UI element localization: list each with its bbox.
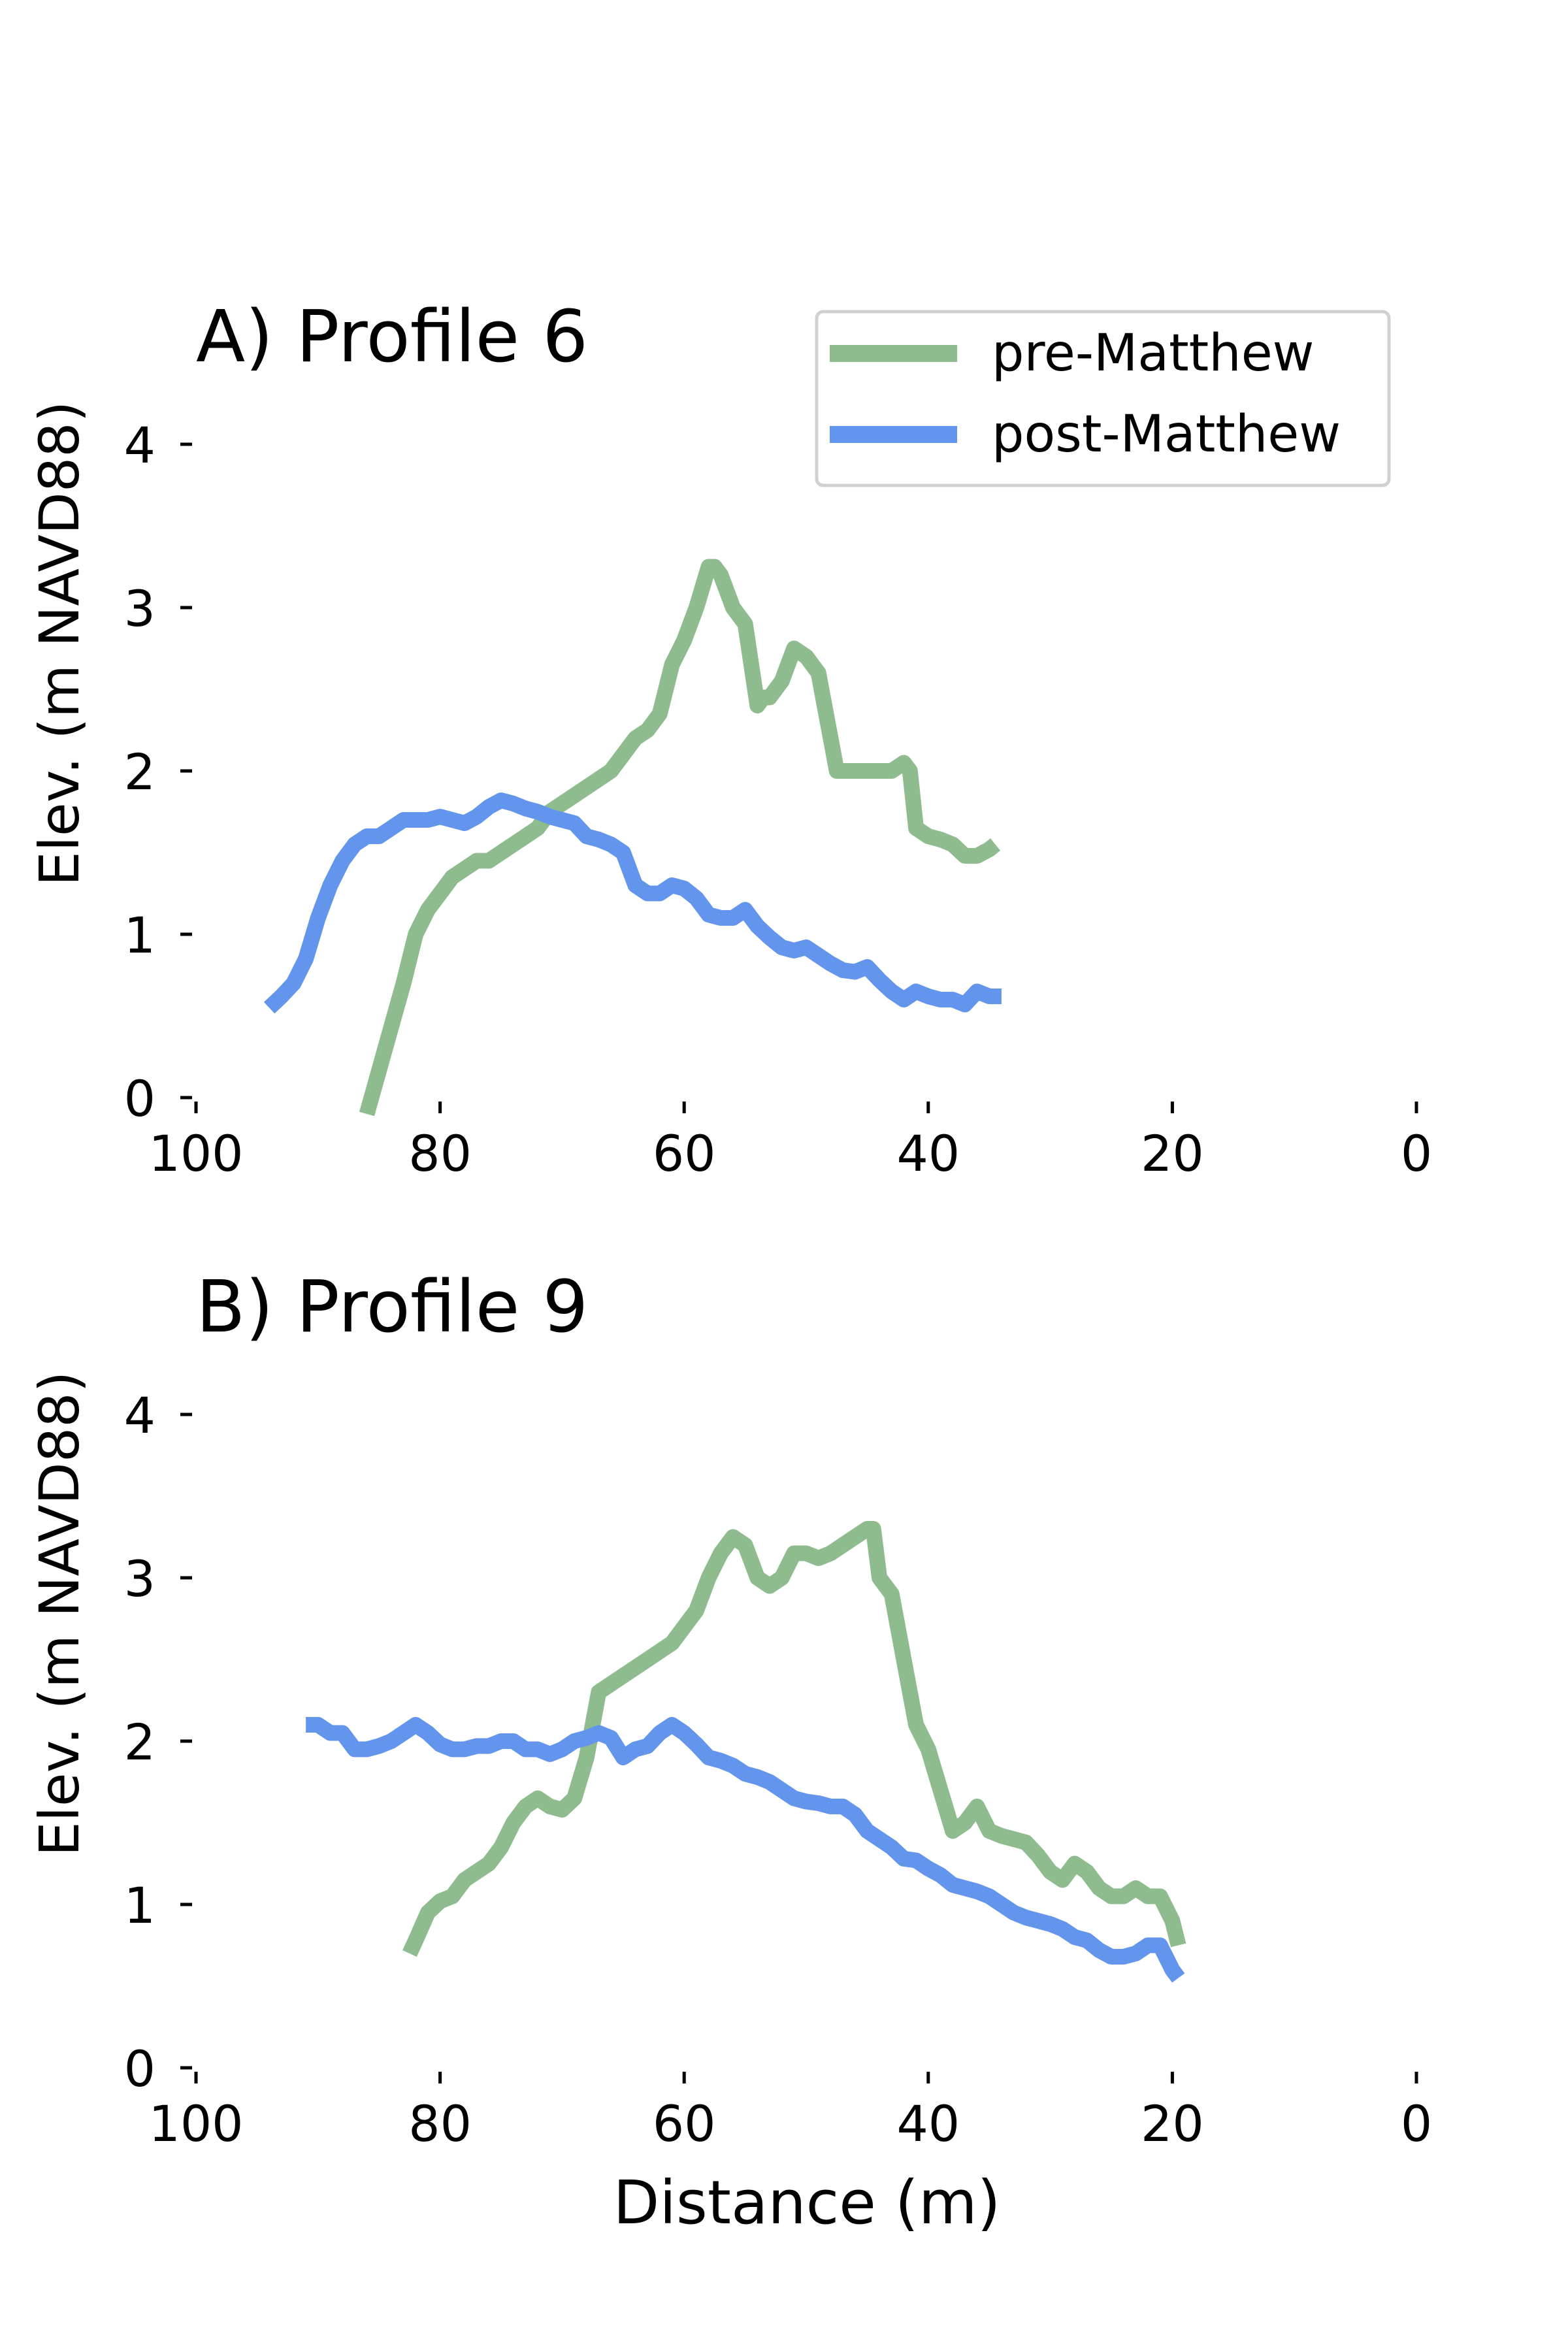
panel-a-y-tick-label-2: 2 (124, 743, 155, 801)
panel-b-x-tick-label-5: 0 (1401, 2095, 1432, 2153)
panel-a-series-pre-matthew (359, 559, 1001, 1117)
panel-a-y-tick-label-0: 0 (124, 1070, 155, 1128)
panel-b-ticks: 0 1 2 3 4 100 80 60 40 20 0 (124, 1386, 1433, 2153)
panel-a-x-tick-label-5: 0 (1401, 1124, 1432, 1183)
panel-a-x-tick-label-4: 20 (1141, 1124, 1204, 1183)
panel-a-x-tick-label-2: 60 (653, 1124, 716, 1183)
panel-a-y-axis-label: Elev. (m NAVD88) (27, 401, 91, 887)
panel-b-x-tick-label-2: 60 (653, 2095, 716, 2153)
panel-a-x-tick-label-3: 40 (896, 1124, 960, 1183)
panel-b-y-tick-label-3: 3 (124, 1550, 155, 1608)
panel-a-title: A) Profile 6 (196, 295, 588, 378)
panel-b-x-axis-label: Distance (m) (613, 2168, 1001, 2238)
panel-b-x-tick-label-1: 80 (408, 2095, 472, 2153)
panel-a-y-tick-label-3: 3 (124, 580, 155, 638)
panel-a-y-tick-label-4: 4 (124, 416, 155, 474)
legend-box (815, 310, 1391, 487)
panel-b-y-tick-label-2: 2 (124, 1713, 155, 1771)
panel-a-y-tick-label-1: 1 (124, 906, 155, 964)
panel-a: A) Profile 6 Elev. (m NAVD88) 0 1 2 3 4 100 80… (27, 295, 1432, 1183)
panel-b-x-tick-label-4: 20 (1141, 2095, 1204, 2153)
panel-b-x-tick-label-0: 100 (148, 2095, 243, 2153)
legend-label-post-matthew: post-Matthew (992, 405, 1341, 464)
panel-a-x-tick-label-1: 80 (408, 1124, 472, 1183)
panel-b-y-tick-label-1: 1 (124, 1876, 155, 1935)
panel-a-lines (263, 559, 1002, 1117)
panel-a-ticks: 0 1 2 3 4 100 80 60 40 20 0 (124, 416, 1433, 1183)
panel-b-y-axis-label: Elev. (m NAVD88) (27, 1371, 91, 1857)
panel-b-y-tick-label-4: 4 (124, 1386, 155, 1445)
legend: pre-Matthew post-Matthew (815, 310, 1391, 487)
legend-label-pre-matthew: pre-Matthew (992, 324, 1314, 383)
panel-a-series-post-matthew (263, 792, 1002, 1014)
panel-b-title: B) Profile 9 (196, 1265, 588, 1348)
panel-b-y-tick-label-0: 0 (124, 2040, 155, 2098)
panel-b-x-tick-label-3: 40 (896, 2095, 960, 2153)
panel-b-lines (306, 1521, 1186, 1983)
panel-b-series-pre-matthew (402, 1521, 1186, 1957)
panel-b: B) Profile 9 Elev. (m NAVD88) 0 1 2 3 4 100 80… (27, 1265, 1432, 2238)
panel-a-x-tick-label-0: 100 (148, 1124, 243, 1183)
panel-b-series-post-matthew (306, 1717, 1185, 1983)
